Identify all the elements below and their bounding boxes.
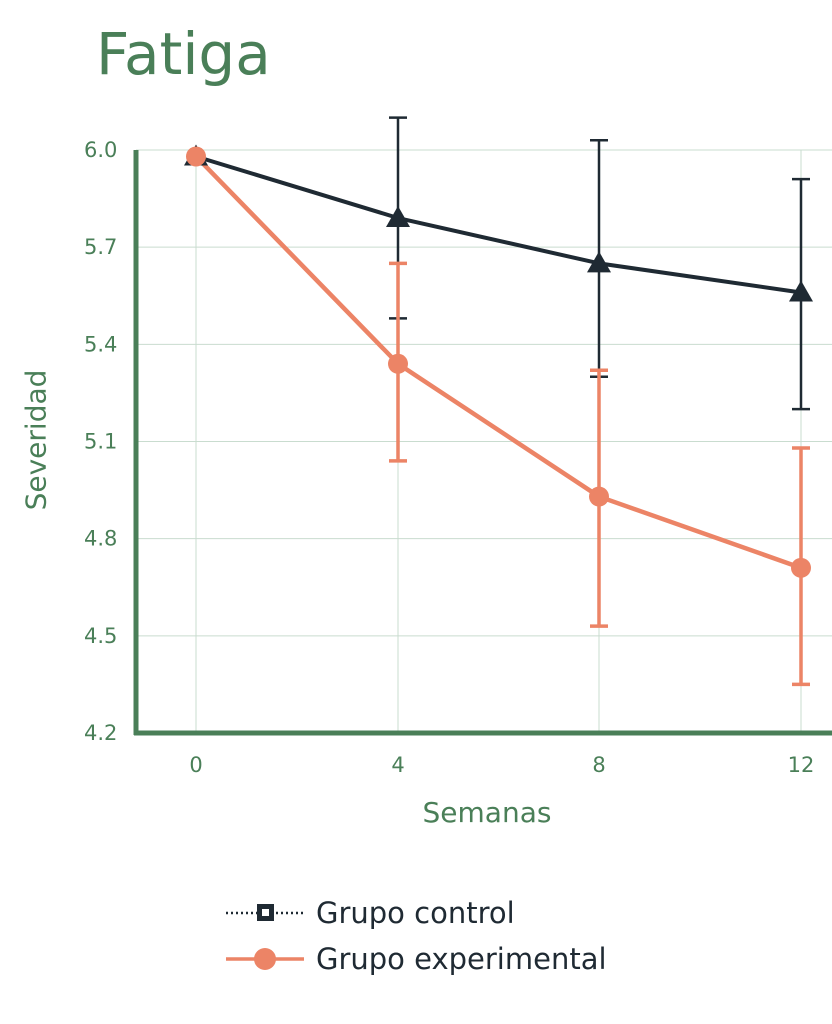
y-tick-label: 5.1 (84, 430, 117, 454)
chart-title: Fatiga (96, 20, 271, 88)
y-tick-label: 4.8 (84, 527, 117, 551)
legend-symbol-experimental (226, 948, 304, 970)
x-tick-label: 12 (788, 753, 815, 777)
series-line-experimental (194, 154, 802, 570)
data-point-experimental (186, 146, 206, 167)
legend-symbol-control (226, 904, 304, 921)
data-point-experimental (791, 557, 811, 578)
y-tick-label: 5.4 (84, 332, 117, 356)
data-point-control (587, 251, 611, 273)
y-tick-label: 4.5 (84, 624, 117, 648)
x-tick-label: 4 (391, 753, 404, 777)
legend-item-experimental: Grupo experimental (224, 936, 607, 982)
legend-item-control: Grupo control (224, 890, 607, 936)
data-point-experimental (589, 486, 609, 507)
data-point-control (789, 280, 813, 302)
data-point-experimental (388, 353, 408, 374)
x-axis-label: Semanas (422, 796, 552, 829)
y-tick-label: 4.2 (84, 721, 117, 745)
x-tick-label: 0 (189, 753, 202, 777)
legend: Grupo control Grupo experimental (224, 890, 607, 982)
y-tick-label: 6.0 (84, 138, 117, 162)
data-point-control (386, 206, 410, 228)
series-line-control (195, 154, 802, 295)
x-tick-label: 8 (592, 753, 605, 777)
y-tick-label: 5.7 (84, 235, 117, 259)
legend-label-experimental: Grupo experimental (316, 942, 607, 976)
legend-label-control: Grupo control (316, 896, 515, 930)
